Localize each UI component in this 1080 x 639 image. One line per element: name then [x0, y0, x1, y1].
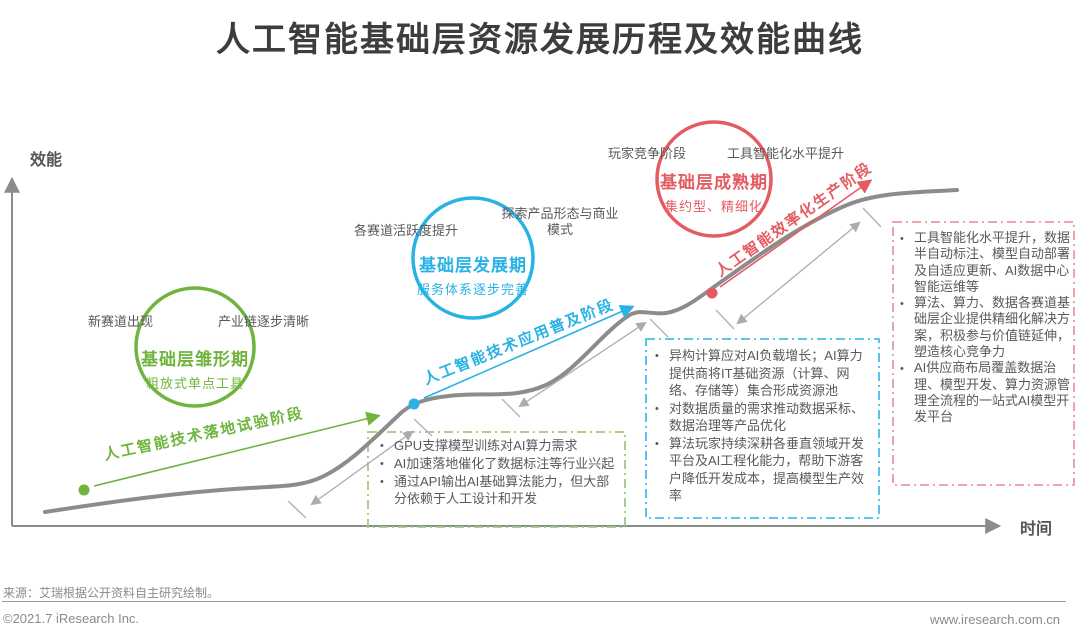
stage2-phase-arrow	[423, 305, 635, 399]
stage1-annotation-right: 产业链逐步清晰	[218, 314, 310, 329]
stage2-annotation-left: 各赛道活跃度提升	[354, 223, 459, 238]
stage3-bullet-box: 工具智能化水平提升，数据半自动标注、模型自动部署及自适应更新、AI数据中心智能运…	[893, 222, 1074, 485]
y-axis-label: 效能	[30, 152, 63, 169]
stage2-annotation-right: 探索产品形态与商业模式	[501, 206, 619, 237]
stage2-bullet-1: 异构计算应对AI负载增长；AI算力提供商将IT基础资源（计算、网络、存储等）集合…	[669, 348, 863, 398]
stage1-bullet-1: GPU支撑模型训练对AI算力需求	[394, 438, 578, 453]
stage3-bullet-box-border	[892, 221, 1075, 486]
stage3-bullet-2: 算法、算力、数据各赛道基础层企业提供精细化解决方案，积极参与价值链延伸，塑造核心…	[914, 295, 1071, 360]
copyright-text: ©2021.7 iResearch Inc.	[3, 611, 140, 626]
stage1-start-dot	[78, 484, 90, 496]
stage1-bullet-box: GPU支撑模型训练对AI算力需求 AI加速落地催化了数据标注等行业兴起 通过AP…	[368, 432, 625, 527]
stage3-subtitle: 集约型、精细化	[664, 199, 763, 214]
stage2-label: 基础层发展期 服务体系逐步完善	[393, 251, 553, 298]
stage2-circle	[411, 196, 535, 320]
footer-divider	[2, 601, 1066, 602]
stage1-bullet-3: 通过API输出AI基础算法能力，但大部分依赖于人工设计和开发	[394, 474, 610, 506]
stage3-bullet-1: 工具智能化水平提升，数据半自动标注、模型自动部署及自适应更新、AI数据中心智能运…	[914, 230, 1071, 294]
x-axis-label: 时间	[1020, 521, 1053, 538]
stage3-annotation-right: 工具智能化水平提升	[727, 146, 845, 161]
stage3-start-dot	[706, 287, 718, 299]
stage3-circle	[655, 120, 773, 238]
website-url: www.iresearch.com.cn	[930, 612, 1061, 627]
stage1-bullet-2: AI加速落地催化了数据标注等行业兴起	[394, 456, 615, 471]
stage2-subtitle: 服务体系逐步完善	[416, 282, 529, 297]
stage3-label: 基础层成熟期 集约型、精细化	[634, 168, 794, 215]
stage2-bullet-box: 异构计算应对AI负载增长；AI算力提供商将IT基础资源（计算、网络、存储等）集合…	[646, 339, 879, 518]
stage2-name: 基础层发展期	[419, 256, 527, 275]
stage1-phase-arrow	[93, 411, 381, 487]
stage1-annotation-left: 新赛道出现	[88, 314, 154, 329]
growth-arrow-stage2	[518, 321, 647, 408]
stage2-bullet-box-border	[645, 338, 880, 519]
stage3-bullet-3: AI供应商布局覆盖数据治理、模型开发、算力资源管理全流程的一站式AI模型开发平台	[914, 360, 1071, 425]
tick-marks	[287, 207, 882, 519]
stage2-bullet-3: 算法玩家持续深耕各垂直领域开发平台及AI工程化能力，帮助下游客户降低开发成本，提…	[669, 435, 865, 504]
stage1-name: 基础层雏形期	[141, 350, 249, 369]
stage3-name: 基础层成熟期	[660, 173, 768, 192]
stage3-phase-arrow	[719, 179, 873, 288]
growth-arrow-stage3	[736, 221, 861, 325]
stage2-bullet-2: 对数据质量的需求推动数据采标、数据治理等产品优化	[669, 400, 865, 434]
page-title: 人工智能基础层资源发展历程及效能曲线	[216, 21, 864, 59]
stage2-start-dot	[408, 398, 420, 410]
stage1-circle	[134, 286, 256, 408]
stage1-bullet-box-border	[367, 431, 626, 528]
source-note: 来源：艾瑞根据公开资料自主研究绘制。	[3, 586, 220, 600]
stage1-subtitle: 粗放式单点工具	[145, 376, 244, 391]
stage1-label: 基础层雏形期 粗放式单点工具	[115, 345, 275, 392]
stage3-annotation-left: 玩家竞争阶段	[608, 146, 687, 161]
